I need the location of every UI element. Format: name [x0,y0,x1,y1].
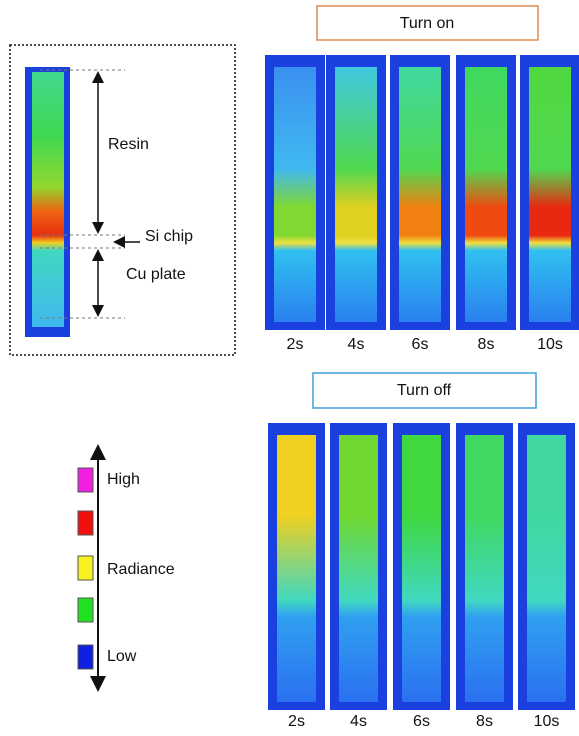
time-label: 6s [412,336,429,353]
legend-label: Radiance [107,561,175,578]
thermal-image [402,435,441,702]
swatch [77,510,94,536]
title-box [312,372,537,409]
frame [9,44,236,356]
time-label: 4s [348,336,365,353]
time-label: 8s [476,713,493,730]
time-label: 4s [350,713,367,730]
swatch [77,597,94,623]
legend-label: High [107,471,140,488]
time-label: 6s [413,713,430,730]
swatch [77,555,94,581]
thermal-image [277,435,316,702]
label: Si chip [145,228,193,245]
thermal-image [529,67,571,322]
thermal-image [465,435,504,702]
swatch [77,467,94,493]
thermal-image [399,67,441,322]
label: Resin [108,136,149,153]
thermal-image [274,67,316,322]
title-box [316,5,539,41]
time-label: 10s [537,336,563,353]
label: Cu plate [126,266,186,283]
time-label: 8s [478,336,495,353]
thermal-image [339,435,378,702]
time-label: 10s [534,713,560,730]
section-title: Turn off [397,382,452,399]
section-title: Turn on [400,15,455,32]
swatch [77,644,94,670]
thermal-image [32,72,64,327]
time-label: 2s [288,713,305,730]
thermal-image [335,67,377,322]
time-label: 2s [287,336,304,353]
thermal-image [465,67,507,322]
thermal-image [527,435,566,702]
legend-label: Low [107,648,137,665]
